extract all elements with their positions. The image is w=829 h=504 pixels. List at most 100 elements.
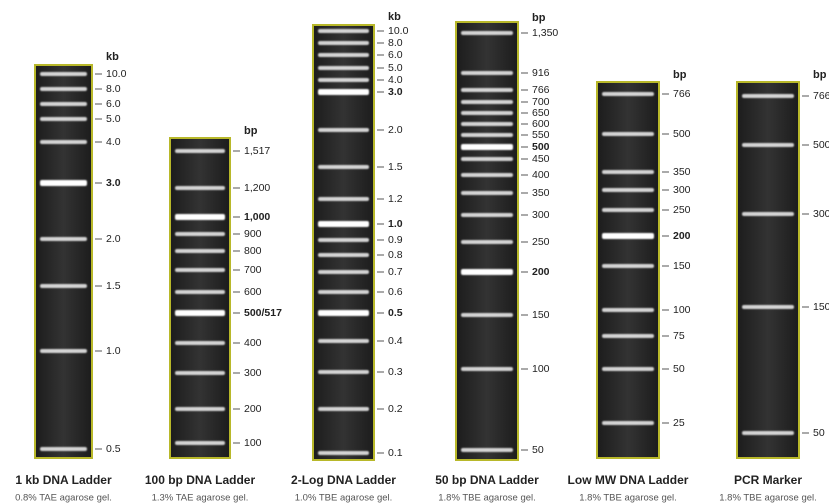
band xyxy=(175,268,225,272)
band xyxy=(461,157,513,161)
band-label: 150 xyxy=(813,301,829,313)
band-label: 50 xyxy=(813,427,825,439)
band xyxy=(318,253,369,257)
band xyxy=(40,87,87,91)
band-label: 50 xyxy=(673,363,685,375)
band xyxy=(602,421,654,425)
band xyxy=(175,441,225,445)
band xyxy=(318,370,369,374)
band-label: 100 xyxy=(673,304,691,316)
band-label: 1.2 xyxy=(388,193,403,205)
band-label: 0.6 xyxy=(388,286,403,298)
ladder-title: 100 bp DNA Ladder xyxy=(145,473,256,487)
band-label: 10.0 xyxy=(388,25,409,37)
band xyxy=(175,149,225,153)
ladder-title: 1 kb DNA Ladder xyxy=(15,473,112,487)
band-label: 250 xyxy=(532,236,550,248)
band xyxy=(461,100,513,104)
band xyxy=(40,72,87,76)
band xyxy=(461,173,513,177)
band xyxy=(742,431,794,435)
ladder-subtitle: 1.8% TBE agarose gel. xyxy=(719,493,817,504)
band-label: 2.0 xyxy=(106,233,121,245)
band xyxy=(40,117,87,121)
unit-label: bp xyxy=(532,12,546,24)
band xyxy=(40,349,87,353)
ladder: bp1,5171,2001,000900800700600500/5174003… xyxy=(145,125,282,504)
band-label: 0.9 xyxy=(388,234,403,246)
band xyxy=(742,94,794,98)
band xyxy=(602,233,654,239)
band-label: 1.0 xyxy=(388,218,403,230)
band xyxy=(461,240,513,244)
band-label: 0.1 xyxy=(388,447,403,459)
band xyxy=(461,269,513,275)
band-label: 766 xyxy=(532,84,550,96)
band xyxy=(175,249,225,253)
band xyxy=(175,310,225,316)
band-label: 700 xyxy=(244,264,262,276)
band xyxy=(318,78,369,82)
band-label: 5.0 xyxy=(388,62,403,74)
band-label: 200 xyxy=(532,266,550,278)
ladder-title: PCR Marker xyxy=(734,473,802,487)
ladder-subtitle: 1.0% TBE agarose gel. xyxy=(295,493,393,504)
band-label: 10.0 xyxy=(106,68,127,80)
band-label: 200 xyxy=(244,403,262,415)
band xyxy=(602,188,654,192)
unit-label: bp xyxy=(673,69,687,81)
band xyxy=(742,212,794,216)
band-label: 2.0 xyxy=(388,124,403,136)
band xyxy=(318,270,369,274)
band xyxy=(175,214,225,220)
band xyxy=(40,284,87,288)
band-label: 25 xyxy=(673,417,685,429)
band-label: 916 xyxy=(532,67,550,79)
band xyxy=(742,305,794,309)
band-label: 350 xyxy=(673,166,691,178)
ladder-title: 50 bp DNA Ladder xyxy=(435,473,539,487)
band xyxy=(175,186,225,190)
band xyxy=(175,232,225,236)
band-label: 1.5 xyxy=(106,280,121,292)
band xyxy=(318,29,369,33)
band-label: 766 xyxy=(673,88,691,100)
band-label: 150 xyxy=(532,309,550,321)
band-label: 450 xyxy=(532,153,550,165)
band xyxy=(318,165,369,169)
band-label: 400 xyxy=(244,337,262,349)
band xyxy=(461,31,513,35)
band xyxy=(175,341,225,345)
band-label: 8.0 xyxy=(388,37,403,49)
gel-lane xyxy=(737,82,799,458)
band-label: 0.5 xyxy=(388,307,403,319)
band-label: 1.0 xyxy=(106,345,121,357)
band xyxy=(318,53,369,57)
band-label: 0.4 xyxy=(388,335,403,347)
band xyxy=(318,290,369,294)
band xyxy=(602,367,654,371)
band-label: 1.5 xyxy=(388,161,403,173)
band xyxy=(461,88,513,92)
band xyxy=(602,170,654,174)
band xyxy=(175,290,225,294)
band-label: 300 xyxy=(813,208,829,220)
ladder-subtitle: 1.8% TBE agarose gel. xyxy=(579,493,677,504)
unit-label: kb xyxy=(106,51,119,63)
band-label: 250 xyxy=(673,204,691,216)
band-label: 100 xyxy=(532,363,550,375)
band-label: 500 xyxy=(673,128,691,140)
band xyxy=(318,41,369,45)
band xyxy=(461,367,513,371)
band xyxy=(175,371,225,375)
band-label: 4.0 xyxy=(388,74,403,86)
band-label: 75 xyxy=(673,330,685,342)
figure: kb10.08.06.05.04.03.02.01.51.00.51 kb DN… xyxy=(0,0,829,504)
band-label: 300 xyxy=(244,367,262,379)
band xyxy=(318,89,369,95)
band xyxy=(461,133,513,137)
ladder-title: Low MW DNA Ladder xyxy=(568,473,689,487)
band xyxy=(40,140,87,144)
band-label: 350 xyxy=(532,187,550,199)
